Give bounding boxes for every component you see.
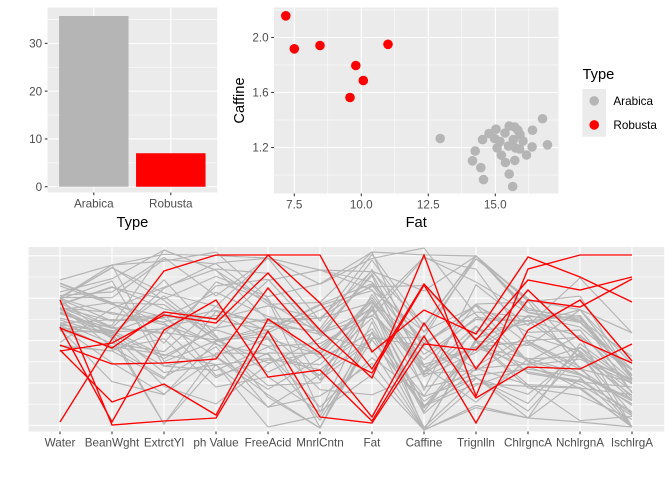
svg-text:2.0: 2.0 <box>252 32 269 45</box>
svg-text:Caffine: Caffine <box>406 436 443 449</box>
svg-text:Water: Water <box>45 436 76 449</box>
svg-text:BeanWght: BeanWght <box>85 436 140 449</box>
svg-text:Fat: Fat <box>406 215 427 231</box>
svg-text:12.5: 12.5 <box>417 198 440 211</box>
svg-text:Robusta: Robusta <box>613 119 657 132</box>
svg-text:Caffine: Caffine <box>232 77 248 123</box>
svg-text:15.0: 15.0 <box>484 198 507 211</box>
svg-text:NchlrgnA: NchlrgnA <box>556 436 604 449</box>
svg-text:10.0: 10.0 <box>350 198 373 211</box>
svg-text:Type: Type <box>583 67 615 83</box>
svg-text:7.5: 7.5 <box>286 198 303 211</box>
svg-text:MnrlCntn: MnrlCntn <box>296 436 343 449</box>
svg-text:Fat: Fat <box>364 436 382 449</box>
svg-text:IschlrgA: IschlrgA <box>611 436 653 449</box>
svg-text:Robusta: Robusta <box>149 197 193 210</box>
svg-text:Arabica: Arabica <box>74 197 114 210</box>
svg-text:ExtrctYl: ExtrctYl <box>144 436 184 449</box>
svg-text:Trignlln: Trignlln <box>457 436 495 449</box>
svg-text:30: 30 <box>29 38 43 51</box>
svg-text:Type: Type <box>116 215 148 231</box>
svg-text:ph Value: ph Value <box>193 436 238 449</box>
svg-text:10: 10 <box>29 133 43 146</box>
svg-text:Arabica: Arabica <box>613 95 653 108</box>
svg-text:FreeAcid: FreeAcid <box>245 436 292 449</box>
svg-text:0: 0 <box>36 181 43 194</box>
svg-text:ChlrgncA: ChlrgncA <box>504 436 552 449</box>
svg-text:20: 20 <box>29 85 43 98</box>
svg-text:1.2: 1.2 <box>252 142 268 155</box>
svg-text:1.6: 1.6 <box>252 87 268 100</box>
